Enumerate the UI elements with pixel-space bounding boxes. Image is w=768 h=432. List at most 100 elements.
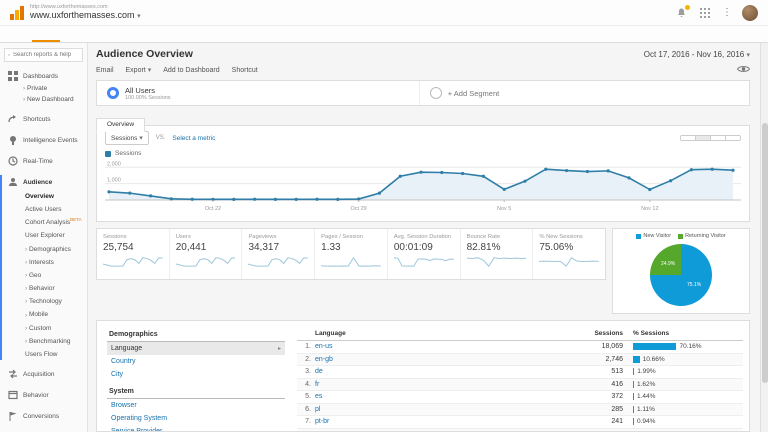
granularity-button[interactable] bbox=[725, 136, 740, 140]
metric-tile[interactable]: Bounce Rate 82.81% bbox=[459, 229, 533, 279]
notifications-bell-icon[interactable] bbox=[674, 3, 691, 20]
metric-value: 82.81% bbox=[466, 242, 501, 253]
visibility-eye-icon[interactable] bbox=[736, 65, 751, 75]
dimension-link[interactable]: Country▸ bbox=[111, 358, 136, 365]
sidebar-item-shortcuts[interactable]: Shortcuts bbox=[0, 112, 87, 126]
tab-overview[interactable]: Overview bbox=[96, 117, 146, 132]
shortcut-button[interactable]: Shortcut bbox=[231, 66, 258, 74]
sidebar-subitem[interactable]: New Dashboard bbox=[0, 94, 87, 105]
scrollbar[interactable] bbox=[760, 43, 768, 432]
pie-slice-label-returning: 24.9% bbox=[661, 261, 676, 267]
scrollbar-thumb[interactable] bbox=[762, 123, 768, 383]
sidebar-section-conversions: Conversions bbox=[0, 409, 87, 423]
property-url: http://www.uxforthemasses.com bbox=[30, 3, 108, 10]
metric-label: Users bbox=[175, 234, 191, 240]
language-link[interactable]: en-us bbox=[315, 343, 333, 351]
overflow-menu-icon[interactable]: ⋮ bbox=[722, 6, 732, 18]
svg-text:Nov 12: Nov 12 bbox=[641, 206, 658, 212]
sidebar: Dashboards PrivateNew Dashboard Shortcut… bbox=[0, 43, 88, 432]
segment-all-users[interactable]: All Users 100.00% Sessions bbox=[97, 81, 420, 105]
metric-tile[interactable]: Users 20,441 bbox=[168, 229, 242, 279]
select-metric-link[interactable]: Select a metric bbox=[172, 134, 216, 142]
pct-bar bbox=[633, 343, 677, 351]
sessions-over-time-chart[interactable]: 1,000 2,000 Oct 22 Oct 29 Nov 5 Nov 12 bbox=[105, 158, 741, 214]
sidebar-item-audience[interactable]: Audience bbox=[2, 175, 87, 189]
nav-tab[interactable] bbox=[32, 26, 60, 42]
sidebar-section-intelligence: Intelligence Events bbox=[0, 133, 87, 147]
row-pct: 1.11% bbox=[637, 405, 655, 413]
nav-tab[interactable] bbox=[88, 26, 116, 42]
sidebar-subitem[interactable]: Private bbox=[0, 83, 87, 94]
visitor-type-card: New Visitor Returning Visitor 24.9% 75.1… bbox=[612, 228, 750, 314]
granularity-button[interactable] bbox=[695, 136, 710, 140]
property-selector[interactable]: http://www.uxforthemasses.com www.uxfort… bbox=[10, 4, 141, 22]
visitor-pie[interactable]: 24.9% 75.1% bbox=[650, 244, 712, 306]
granularity-toggle bbox=[680, 135, 741, 141]
sidebar-subitem[interactable]: Technology bbox=[2, 294, 87, 307]
dimension-link[interactable]: Service Provider▸ bbox=[111, 428, 163, 432]
search-input[interactable] bbox=[13, 52, 79, 58]
sidebar-item-behavior[interactable]: Behavior bbox=[0, 388, 87, 402]
nav-tab[interactable] bbox=[60, 26, 88, 42]
granularity-button[interactable] bbox=[710, 136, 725, 140]
acquisition-icon bbox=[9, 369, 17, 379]
metric-tile[interactable]: % New Sessions 75.06% bbox=[532, 229, 605, 279]
nav-tab[interactable] bbox=[4, 26, 32, 42]
sidebar-item-dashboards[interactable]: Dashboards bbox=[0, 69, 87, 83]
sidebar-search[interactable] bbox=[4, 48, 83, 62]
metric-tile[interactable]: Sessions 25,754 bbox=[97, 229, 169, 279]
metric-tile[interactable]: Pageviews 34,317 bbox=[241, 229, 314, 279]
sidebar-item-real-time[interactable]: Real-Time bbox=[0, 154, 87, 168]
table-row: 1. en-us 18,069 70.16% bbox=[297, 341, 743, 354]
chart-legend: Sessions bbox=[105, 145, 741, 158]
export-button[interactable]: Export ▾ bbox=[125, 67, 152, 74]
language-link[interactable]: pt-br bbox=[315, 418, 330, 426]
row-pct: 1.44% bbox=[637, 393, 656, 401]
metric-value: 34,317 bbox=[248, 242, 280, 253]
avatar[interactable] bbox=[742, 4, 758, 21]
sidebar-subitem[interactable]: Cohort AnalysisBETA bbox=[25, 217, 82, 227]
pct-bar bbox=[633, 393, 634, 401]
language-link[interactable]: es bbox=[315, 393, 323, 401]
sidebar-subitem[interactable]: Geo bbox=[2, 268, 87, 281]
sidebar-subitem[interactable]: Demographics bbox=[2, 242, 87, 255]
sidebar-subitem[interactable]: Overview bbox=[25, 193, 54, 201]
language-link[interactable]: pl bbox=[315, 405, 321, 413]
table-row: 7. pt-br 241 0.94% bbox=[297, 416, 743, 429]
dimension-link[interactable]: Language ▸ bbox=[107, 342, 285, 355]
metrics-strip: Sessions 25,754 Users 20,441 Pageviews 3… bbox=[96, 228, 606, 280]
granularity-button[interactable] bbox=[681, 136, 695, 140]
analytics-logo-icon bbox=[10, 5, 24, 20]
chevron-down-icon: ▾ bbox=[746, 51, 750, 59]
language-link[interactable]: fr bbox=[315, 380, 320, 388]
row-sessions: 416 bbox=[611, 380, 623, 388]
dimension-link[interactable]: City▸ bbox=[111, 371, 124, 378]
sidebar-item-acquisition[interactable]: Acquisition bbox=[0, 367, 87, 381]
add-segment-button[interactable]: + Add Segment bbox=[420, 81, 743, 105]
sidebar-item-intelligence-events[interactable]: Intelligence Events bbox=[0, 133, 87, 147]
sidebar-subitem[interactable]: Interests bbox=[2, 255, 87, 268]
add-to-dashboard-button[interactable]: Add to Dashboard bbox=[163, 66, 220, 74]
dimension-link[interactable]: Operating System▸ bbox=[111, 415, 168, 422]
metric-tile[interactable]: Avg. Session Duration 00:01:09 bbox=[386, 229, 460, 279]
sidebar-item-conversions[interactable]: Conversions bbox=[0, 409, 87, 423]
notification-badge bbox=[684, 3, 691, 11]
language-link[interactable]: en-gb bbox=[315, 355, 333, 363]
sidebar-subitem[interactable]: Behavior bbox=[2, 281, 87, 294]
metric-label: Bounce Rate bbox=[466, 234, 501, 240]
language-link[interactable]: de bbox=[315, 368, 323, 376]
sidebar-subitem[interactable]: Active Users bbox=[25, 206, 62, 214]
apps-grid-icon[interactable] bbox=[698, 6, 712, 20]
dimension-link[interactable]: Browser▸ bbox=[111, 402, 137, 409]
top-bar: http://www.uxforthemasses.com www.uxfort… bbox=[0, 0, 768, 26]
sidebar-subitem[interactable]: Mobile bbox=[2, 307, 87, 320]
metric-tile[interactable]: Pages / Session 1.33 bbox=[314, 229, 387, 279]
sidebar-subitem[interactable]: User Explorer bbox=[25, 232, 65, 240]
metric-dropdown[interactable]: Sessions ▾ bbox=[105, 131, 149, 145]
sidebar-subitem[interactable]: Benchmarking bbox=[2, 334, 87, 347]
sidebar-subitem[interactable]: Custom bbox=[2, 321, 87, 334]
sidebar-subitem[interactable]: Users Flow bbox=[25, 351, 58, 359]
pct-bar bbox=[633, 355, 640, 363]
date-range-picker[interactable]: Oct 17, 2016 - Nov 16, 2016 ▾ bbox=[643, 49, 750, 59]
email-button[interactable]: Email bbox=[96, 66, 114, 74]
